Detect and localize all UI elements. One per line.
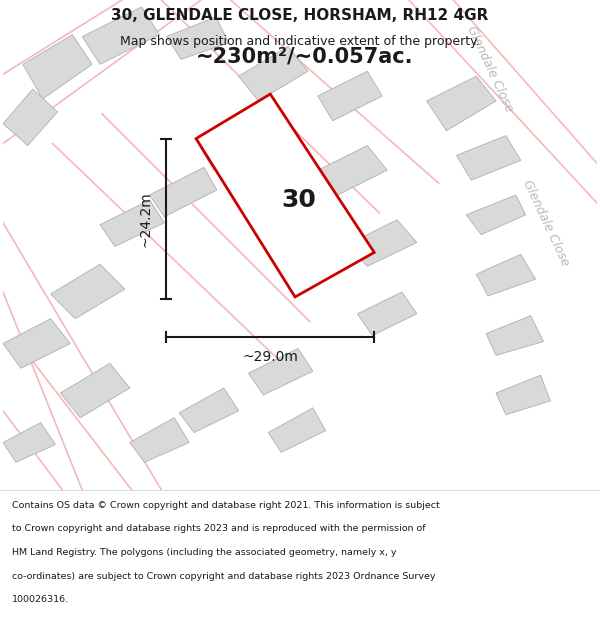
Text: HM Land Registry. The polygons (including the associated geometry, namely x, y: HM Land Registry. The polygons (includin… (12, 548, 397, 557)
Polygon shape (3, 319, 70, 368)
Polygon shape (318, 71, 382, 121)
Polygon shape (486, 316, 544, 356)
Text: ~24.2m: ~24.2m (139, 191, 152, 247)
Polygon shape (179, 388, 239, 432)
Text: 30, GLENDALE CLOSE, HORSHAM, RH12 4GR: 30, GLENDALE CLOSE, HORSHAM, RH12 4GR (112, 8, 488, 23)
Polygon shape (248, 349, 313, 395)
Polygon shape (61, 363, 130, 418)
Polygon shape (476, 254, 536, 296)
Polygon shape (82, 7, 160, 64)
Polygon shape (50, 264, 125, 319)
Text: ~29.0m: ~29.0m (242, 351, 298, 364)
Text: co-ordinates) are subject to Crown copyright and database rights 2023 Ordnance S: co-ordinates) are subject to Crown copyr… (12, 572, 436, 581)
Text: Map shows position and indicative extent of the property.: Map shows position and indicative extent… (120, 35, 480, 48)
Text: 30: 30 (281, 189, 316, 213)
Text: 100026316.: 100026316. (12, 595, 69, 604)
Polygon shape (100, 200, 164, 246)
Polygon shape (199, 116, 268, 170)
Polygon shape (130, 418, 189, 462)
Polygon shape (196, 94, 374, 297)
Polygon shape (347, 220, 417, 266)
Polygon shape (358, 292, 417, 336)
Text: Glendale Close: Glendale Close (464, 24, 516, 114)
Polygon shape (457, 136, 521, 180)
Polygon shape (496, 375, 550, 415)
Polygon shape (3, 422, 55, 462)
Polygon shape (23, 34, 92, 99)
Polygon shape (308, 146, 387, 200)
Polygon shape (3, 89, 58, 146)
Polygon shape (268, 408, 326, 452)
Polygon shape (149, 168, 217, 217)
Text: to Crown copyright and database rights 2023 and is reproduced with the permissio: to Crown copyright and database rights 2… (12, 524, 425, 533)
Text: Contains OS data © Crown copyright and database right 2021. This information is : Contains OS data © Crown copyright and d… (12, 501, 440, 510)
Text: ~230m²/~0.057ac.: ~230m²/~0.057ac. (196, 46, 413, 66)
Polygon shape (466, 195, 526, 234)
Polygon shape (166, 17, 229, 59)
Polygon shape (427, 76, 496, 131)
Text: Glendale Close: Glendale Close (520, 177, 571, 268)
Polygon shape (239, 46, 308, 101)
